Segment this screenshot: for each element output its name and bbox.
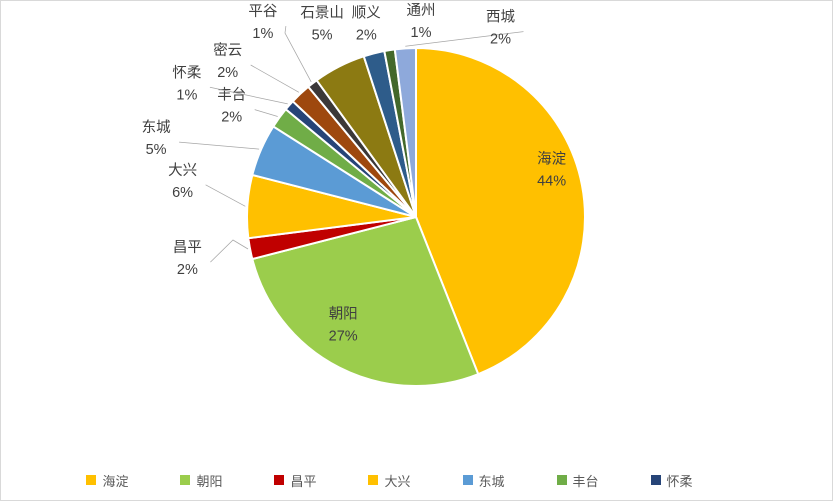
svg-text:石景山: 石景山 xyxy=(300,5,344,22)
svg-text:2%: 2% xyxy=(490,32,511,48)
svg-text:丰台: 丰台 xyxy=(217,87,246,104)
svg-text:44%: 44% xyxy=(537,174,566,190)
svg-text:5%: 5% xyxy=(146,142,167,158)
svg-text:通州: 通州 xyxy=(407,2,436,19)
svg-text:海淀: 海淀 xyxy=(537,151,566,168)
svg-text:昌平: 昌平 xyxy=(173,240,202,256)
svg-text:顺义: 顺义 xyxy=(352,5,381,22)
svg-text:2%: 2% xyxy=(177,262,198,278)
svg-text:东城: 东城 xyxy=(142,119,171,136)
svg-text:1%: 1% xyxy=(411,25,432,41)
svg-text:5%: 5% xyxy=(312,28,333,44)
svg-text:2%: 2% xyxy=(217,65,238,81)
svg-text:27%: 27% xyxy=(329,329,358,345)
svg-text:1%: 1% xyxy=(176,87,197,103)
svg-text:2%: 2% xyxy=(221,110,242,126)
svg-text:密云: 密云 xyxy=(213,42,242,59)
svg-text:平谷: 平谷 xyxy=(248,3,277,20)
svg-text:6%: 6% xyxy=(172,185,193,201)
svg-text:1%: 1% xyxy=(252,26,273,42)
svg-text:大兴: 大兴 xyxy=(168,162,197,179)
svg-text:朝阳: 朝阳 xyxy=(329,306,358,323)
svg-text:怀柔: 怀柔 xyxy=(172,64,201,81)
svg-text:2%: 2% xyxy=(356,28,377,44)
svg-text:西城: 西城 xyxy=(486,9,515,26)
